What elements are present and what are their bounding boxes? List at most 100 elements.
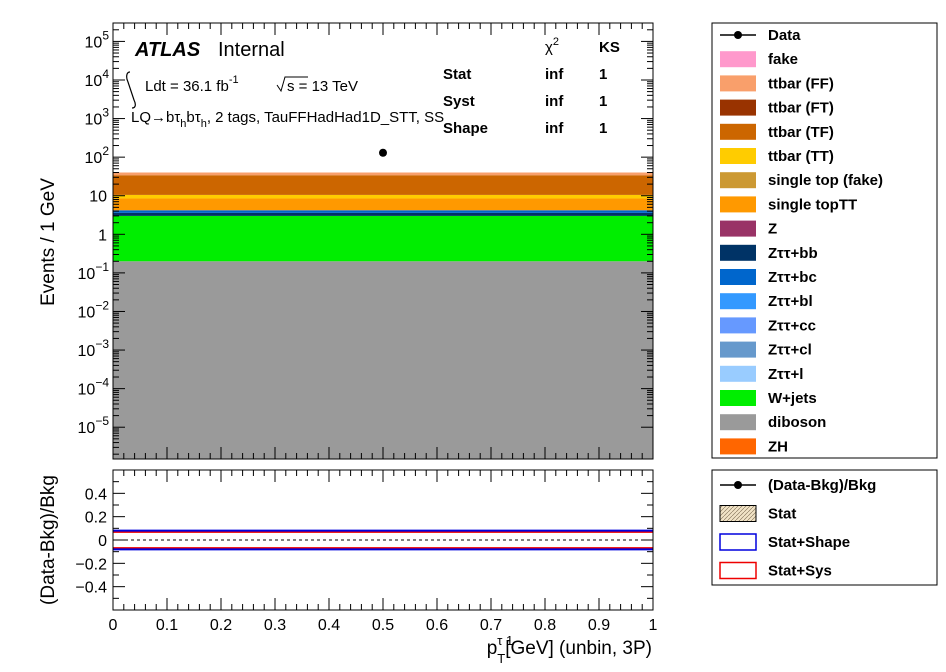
legend-swatch-zh — [720, 438, 756, 455]
legend-swatch-z-bc — [720, 269, 756, 285]
legend-label-w-jets: W+jets — [768, 390, 817, 407]
legend-label-z-bb: Zττ+bb — [768, 245, 818, 262]
legend-label-z-bl: Zττ+bl — [768, 293, 813, 310]
ratio-legend: (Data-Bkg)/Bkg Stat Stat+Shape Stat+Sys — [719, 477, 876, 580]
y-tick-label: 10−2 — [78, 298, 110, 321]
stat-row-label: Syst — [443, 93, 475, 110]
chi2-header: χ2 — [545, 36, 559, 56]
stat-row-label: Stat — [443, 66, 471, 83]
x-tick-label: 0.3 — [264, 617, 286, 634]
legend-swatch-ttbar-tt- — [720, 148, 756, 164]
stat-row-chi2: inf — [545, 93, 564, 110]
integral-icon — [126, 71, 136, 109]
stat-row-ks: 1 — [599, 66, 607, 83]
legend-label-z: Z — [768, 221, 777, 238]
x-tick-label: 0.2 — [210, 617, 232, 634]
legend-label-ttbar-tt-: ttbar (TT) — [768, 148, 834, 165]
legend-swatch-z-cc — [720, 317, 756, 334]
x-label-p: p — [487, 638, 498, 659]
internal-label: Internal — [218, 39, 285, 61]
legend-label-fake: fake — [768, 51, 798, 68]
legend-label-zh: ZH — [768, 438, 788, 455]
y-tick-label: 10 — [89, 189, 107, 206]
region-tail: , 2 tags, TauFFHadHad1D_STT, SS — [207, 109, 444, 126]
legend-swatch-stat-shape — [719, 533, 757, 551]
x-tick-label: 0.5 — [372, 617, 394, 634]
legend-label-z-l: Zττ+l — [768, 366, 803, 383]
ratio-y-axis-ticks: −0.4 −0.2 0 0.2 0.4 — [75, 469, 653, 611]
ratio-y-tick-label: 0.4 — [85, 486, 107, 503]
legend-swatch-z-bb — [720, 244, 756, 261]
chi2-exponent: 2 — [553, 36, 559, 48]
stack-layer-z-bb — [113, 212, 653, 216]
legend-swatch-ttbar-ft- — [720, 99, 756, 116]
ratio-uncertainty-bands — [113, 529, 653, 551]
x-tick-label: 0.9 — [588, 617, 610, 634]
y-tick-label: 103 — [85, 106, 110, 129]
legend-label-data: Data — [768, 27, 801, 44]
legend-label-z-cl: Zττ+cl — [768, 342, 812, 359]
stack-layer-ttbar-tf- — [113, 175, 653, 195]
legend-label-stat-sys: Stat+Sys — [768, 563, 832, 580]
main-y-axis-label: Events / 1 GeV — [38, 178, 59, 306]
x-tick-label: 0.4 — [318, 617, 340, 634]
energy-text: s = 13 TeV — [287, 78, 358, 95]
y-tick-label: 10−1 — [78, 260, 110, 283]
x-label-superscript: τ 1 — [497, 633, 513, 648]
legend-label-z-bc: Zττ+bc — [768, 269, 817, 286]
y-tick-label: 10−3 — [78, 337, 110, 360]
y-tick-label: 104 — [85, 67, 110, 90]
data-point — [379, 148, 387, 157]
luminosity-exponent: -1 — [229, 74, 239, 86]
stack-layer-z-bc — [113, 210, 653, 213]
region-lead: LQ→bτ — [131, 109, 180, 126]
x-tick-label: 0 — [109, 617, 118, 634]
legend-label-z-cc: Zττ+cc — [768, 317, 816, 334]
legend-label-ttbar-ff-: ttbar (FF) — [768, 75, 834, 92]
legend-swatch-stat-sys — [719, 561, 757, 580]
main-plot-panel: 10−5 10−4 10−3 10−2 10−1 1 10 102 103 104 105 Even… — [38, 22, 654, 460]
stack-layer-w-jets — [113, 215, 653, 262]
region-sub-2: h — [201, 118, 207, 130]
sqrt-icon — [276, 76, 308, 93]
ratio-y-axis-label: (Data-Bkg)/Bkg — [38, 475, 59, 605]
legend-swatch-ttbar-tf- — [720, 123, 756, 140]
main-legend: Data fake ttbar (FF) ttbar (FT) ttbar (TF) tt… — [720, 27, 883, 455]
legend-label-stat: Stat — [768, 506, 796, 523]
x-label-subscript: T — [497, 651, 505, 666]
legend-swatch-z-bl — [720, 293, 756, 310]
legend-swatch-ttbar-ff- — [720, 75, 756, 92]
x-tick-label: 0.1 — [156, 617, 178, 634]
ratio-y-tick-label: 0.2 — [85, 510, 107, 527]
stacked-histogram — [113, 172, 653, 459]
legend-label-single-top-fake-: single top (fake) — [768, 172, 883, 189]
stat-row-chi2: inf — [545, 120, 564, 137]
ks-header: KS — [599, 39, 620, 56]
legend-swatch-w-jets — [720, 390, 756, 406]
legend-label-diboson: diboson — [768, 414, 826, 431]
x-tick-label: 0.6 — [426, 617, 448, 634]
legend-swatch-z — [720, 220, 756, 237]
stat-row-chi2: inf — [545, 66, 564, 83]
ratio-y-tick-label: −0.2 — [75, 556, 107, 573]
stat-row-ks: 1 — [599, 120, 607, 137]
legend-marker-data — [734, 31, 742, 39]
luminosity-value: Ldt = 36.1 fb — [145, 78, 229, 95]
main-legend-box — [711, 22, 938, 459]
x-axis-label: pτ 1 T[GeV] (unbin, 3P) — [487, 633, 652, 666]
ratio-y-tick-label: −0.4 — [75, 580, 107, 597]
legend-swatch-diboson — [720, 414, 756, 431]
data-points — [379, 148, 387, 157]
stack-layer-single-toptt — [113, 198, 653, 211]
legend-label-ttbar-tf-: ttbar (TF) — [768, 124, 834, 141]
legend-swatch-single-top-fake- — [720, 172, 756, 189]
legend-marker--data-bkg-bkg — [734, 481, 742, 489]
ratio-x-axis-ticks: 0 0.1 0.2 0.3 0.4 0.5 0.6 0.7 0.8 0.9 1 — [109, 470, 658, 634]
ratio-plot-panel: −0.4 −0.2 0 0.2 0.4 0 0.1 0.2 0.3 0.4 0.5 0.6 0.7 0.… — [38, 469, 658, 666]
y-tick-label: 10−5 — [78, 414, 110, 437]
legend-label-stat-shape: Stat+Shape — [768, 534, 850, 551]
chi2-symbol: χ — [545, 39, 553, 56]
y-tick-label: 105 — [85, 28, 110, 51]
region-mid: bτ — [186, 109, 200, 126]
